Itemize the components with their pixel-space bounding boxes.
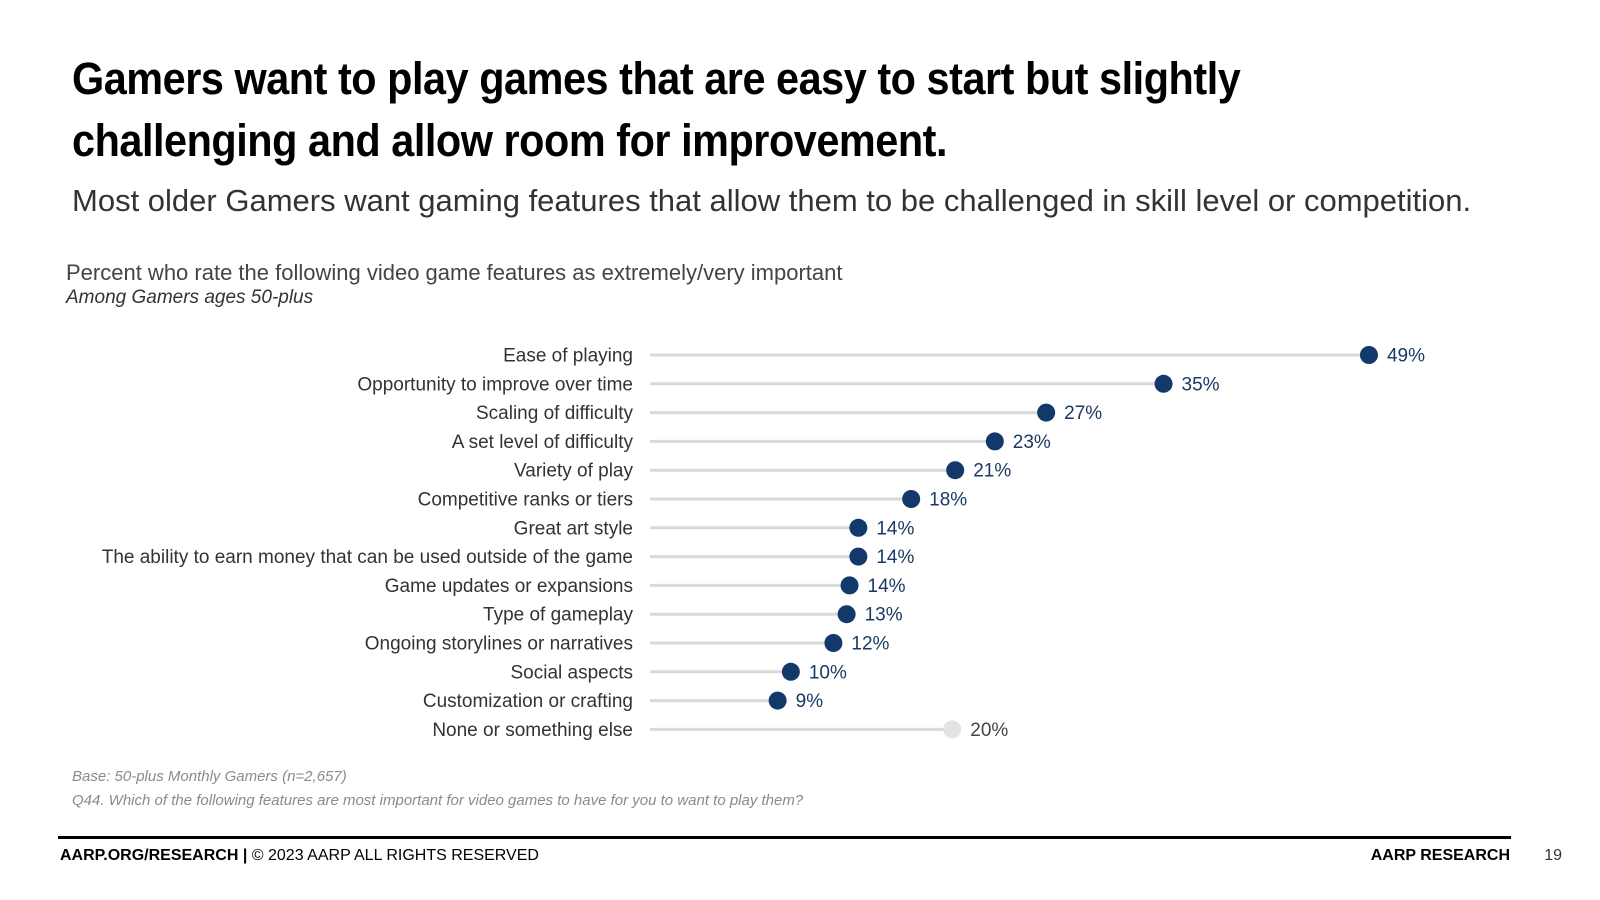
category-label: Customization or crafting [423,691,633,712]
data-dot [849,518,868,537]
dot-plot: Ease of playing 49% Opportunity to improve… [102,346,1425,741]
footer-brand: AARP RESEARCH [1370,847,1510,864]
page-number: 19 [1544,847,1562,864]
question-note: Q44. Which of the following features are… [72,792,804,809]
data-dot [943,720,962,739]
category-label: Great art style [514,518,633,539]
chart-title: Percent who rate the following video gam… [66,260,843,285]
category-label: Ease of playing [503,346,633,367]
category-label: Variety of play [514,461,633,482]
data-dot [1154,374,1173,393]
category-label: Ongoing storylines or narratives [365,634,633,655]
footer-rights: © 2023 AARP ALL RIGHTS RESERVED [247,847,539,864]
category-label: Type of gameplay [483,605,633,626]
value-label: 18% [929,490,967,511]
value-label: 21% [973,461,1011,482]
value-label: 12% [851,634,889,655]
data-dot [1037,403,1056,422]
value-label: 27% [1064,403,1102,424]
data-dot [946,461,965,480]
base-note: Base: 50-plus Monthly Gamers (n=2,657) [72,768,347,785]
value-label: 14% [868,576,906,597]
category-label: Game updates or expansions [385,576,633,597]
category-label: Social aspects [510,662,633,683]
footer-copyright: AARP.ORG/RESEARCH | © 2023 AARP ALL RIGH… [60,847,539,865]
category-label: Competitive ranks or tiers [418,490,633,511]
value-label: 9% [796,691,824,712]
data-dot [840,576,859,595]
value-label: 13% [865,605,903,626]
chart-subtitle: Among Gamers ages 50-plus [66,287,314,308]
data-dot [902,490,921,508]
data-dot [1359,346,1378,364]
value-label: 35% [1182,374,1220,395]
data-dot [985,432,1004,451]
page-subtitle: Most older Gamers want gaming features t… [72,183,1472,218]
category-label: The ability to earn money that can be us… [102,547,633,568]
category-label: Scaling of difficulty [476,403,634,424]
value-label: 49% [1387,346,1425,367]
page-title: Gamers want to play games that are easy … [72,53,1241,166]
category-label: None or something else [432,720,633,741]
category-label: Opportunity to improve over time [357,374,633,395]
data-dot [824,634,843,652]
footer-site: AARP.ORG/RESEARCH | [60,847,248,864]
value-label: 23% [1013,432,1051,453]
value-label: 20% [970,720,1008,741]
category-label: A set level of difficulty [452,432,634,453]
footer-divider [58,836,1511,839]
value-label: 14% [876,547,914,568]
data-dot [849,547,868,566]
data-dot [781,662,800,681]
value-label: 14% [876,518,914,539]
data-dot [768,691,787,710]
value-label: 10% [809,662,847,683]
data-dot [837,605,856,624]
